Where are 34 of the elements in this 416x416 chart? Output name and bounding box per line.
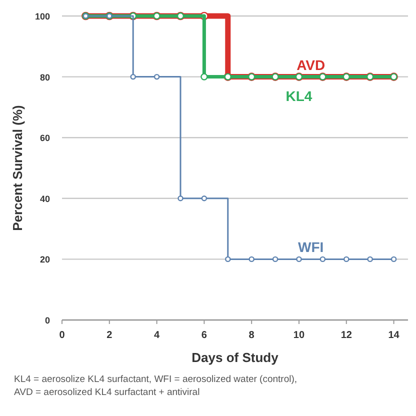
point (154, 74, 160, 80)
point (344, 256, 350, 262)
y-tick-label: 100 (34, 12, 50, 22)
y-tick-label: 60 (40, 133, 50, 144)
point (178, 196, 184, 202)
series-label: KL4 (286, 88, 312, 104)
point (225, 256, 231, 262)
point (367, 256, 373, 262)
point (130, 74, 136, 80)
point (272, 256, 278, 262)
x-tick-label: 4 (154, 330, 160, 341)
y-tick-label: 20 (40, 254, 50, 265)
point (200, 73, 208, 80)
x-tick-label: 6 (201, 330, 208, 341)
text: AVD = aerosolized KL4 surfactant + antiviral (14, 387, 200, 398)
series-label: WFI (298, 239, 324, 256)
y-tick-label: 80 (40, 72, 50, 82)
x-tick-label: 8 (248, 330, 255, 341)
x-tick-label: 2 (106, 330, 113, 341)
x-tick-label: 14 (388, 330, 400, 341)
point (248, 256, 254, 262)
series-label: AVD (296, 56, 326, 73)
x-tick-label: 0 (59, 330, 66, 341)
y-tick-label: 40 (40, 194, 50, 204)
x-tick-label: 10 (293, 330, 305, 341)
text: KL4 = aerosolize KL4 surfactant, WFI = aerosolized water (control), (14, 374, 298, 385)
point (296, 256, 302, 262)
x-tick-label: 12 (340, 330, 352, 341)
point (390, 256, 397, 262)
y-axis-title: Percent Survival (%) (10, 105, 25, 231)
point (201, 196, 208, 202)
y-tick-label: 0 (44, 316, 50, 326)
point (320, 256, 326, 262)
x-axis-title: Days of Study (192, 350, 280, 365)
